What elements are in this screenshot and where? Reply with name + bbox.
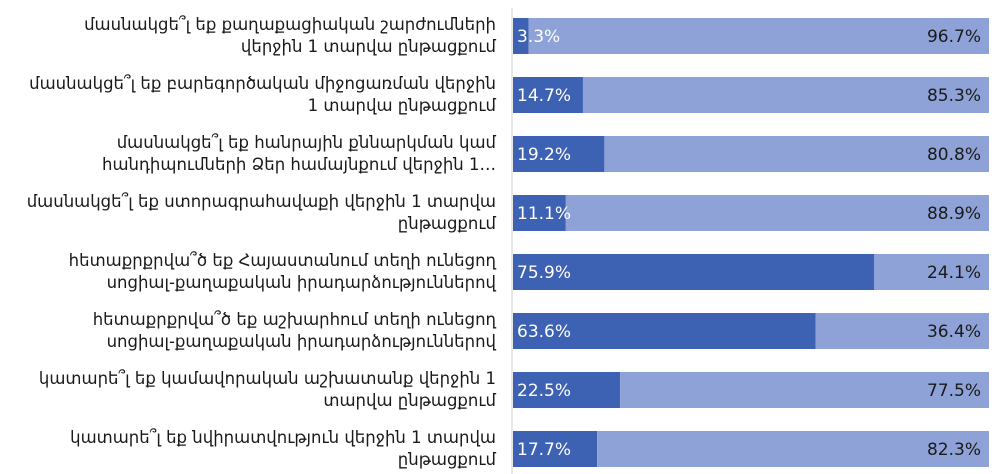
value-label: 36.4% (927, 322, 981, 342)
value-label: 11.1% (517, 204, 571, 224)
value-label: 3.3% (517, 27, 560, 47)
value-label: 75.9% (517, 263, 571, 283)
bar-segment (597, 431, 989, 467)
category-label: կատարե՞լ եք նվիրատվություն վերջին 1 տարվ… (70, 428, 496, 469)
value-label: 96.7% (927, 27, 981, 47)
bar-segment (513, 431, 598, 467)
bar-segment (815, 313, 989, 349)
value-label: 14.7% (517, 86, 571, 106)
bar-segment (513, 313, 816, 349)
category-label: հետաքրքրվա՞ծ եք աշխարհում տեղի ունեցող ս… (92, 310, 496, 351)
category-label: կատարե՞լ եք կամավորական աշխատանք վերջին … (38, 369, 496, 410)
bar-segment (513, 372, 621, 408)
bar-segment (874, 254, 989, 290)
category-label: հետաքրքրվա՞ծ եք Հայաստանում տեղի ունեցող… (68, 251, 496, 292)
bar-segment (582, 77, 989, 113)
value-label: 82.3% (927, 440, 981, 460)
bar-segment (604, 136, 989, 172)
value-label: 17.7% (517, 440, 571, 460)
category-label: մասնակցե՞լ եք քաղաքացիական շարժումների վ… (84, 15, 496, 56)
bar-segment (528, 18, 989, 54)
value-label: 77.5% (927, 381, 981, 401)
value-label: 80.8% (927, 145, 981, 165)
value-label: 85.3% (927, 86, 981, 106)
value-label: 22.5% (517, 381, 571, 401)
bar-segment (513, 254, 875, 290)
value-label: 88.9% (927, 204, 981, 224)
bar-segment (513, 136, 605, 172)
bar-segment (565, 195, 989, 231)
bar-segment (513, 18, 529, 54)
category-label: մասնակցե՞լ եք հանրային քննարկման կամ հան… (101, 133, 496, 174)
value-label: 19.2% (517, 145, 571, 165)
value-label: 63.6% (517, 322, 571, 342)
bar-segment (513, 77, 583, 113)
category-label: մասնակցե՞լ եք ստորագրահավաքի վերջին 1 տա… (26, 192, 496, 233)
category-label: մասնակցե՞լ եք բարեգործական միջոցառման վե… (29, 74, 496, 115)
bar-segment (513, 195, 566, 231)
bar-segment (620, 372, 989, 408)
value-label: 24.1% (927, 263, 981, 283)
